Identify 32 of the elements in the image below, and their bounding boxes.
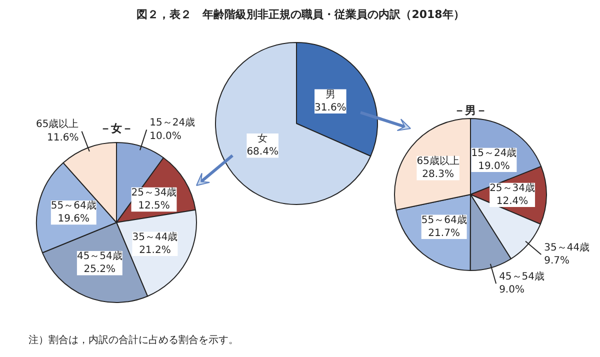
chart-title: －男－ [454, 104, 487, 117]
slice-label: 45～54歳 [499, 270, 545, 283]
slice-label: 55～64歳 [50, 199, 96, 212]
data-label: 9.0% [499, 284, 524, 296]
data-label: 11.6% [46, 132, 79, 144]
slice-label: 65歳以上 [416, 155, 460, 168]
data-label: 19.6% [58, 214, 90, 225]
data-label: 12.4% [496, 196, 528, 208]
data-label: 12.5% [138, 200, 170, 212]
slice-label: 25～34歳 [490, 182, 536, 194]
chart-title: 図２，表２ 年齢階級別非正規の職員・従業員の内訳（2018年） [136, 8, 464, 21]
slice-label: 45～54歳 [76, 250, 122, 262]
slice-label: 男 [325, 89, 336, 100]
data-label: 9.7% [544, 256, 570, 267]
data-label: 31.6% [314, 102, 346, 114]
slice-label: 25～34歳 [131, 186, 177, 198]
text: 注）割合は，内訳の合計に占める割合を示す。 [28, 334, 238, 346]
slice-label: 15～24歳 [150, 116, 196, 129]
data-label: 28.3% [422, 169, 454, 180]
slice-label: 35～44歳 [132, 230, 178, 243]
data-label: 25.2% [84, 264, 116, 276]
data-label: 19.0% [478, 161, 510, 172]
slice-label: 女 [258, 132, 268, 145]
data-label: 10.0% [150, 130, 182, 142]
data-label: 21.7% [428, 228, 460, 239]
data-label: 68.4% [246, 146, 278, 158]
text: －女－ [100, 122, 133, 135]
slice-label: 65歳以上 [36, 118, 79, 130]
data-label: 21.2% [139, 244, 171, 256]
slice-label: 15～24歳 [471, 146, 517, 159]
slice-label: 35～44歳 [544, 241, 590, 254]
slice-label: 55～64歳 [421, 214, 467, 226]
